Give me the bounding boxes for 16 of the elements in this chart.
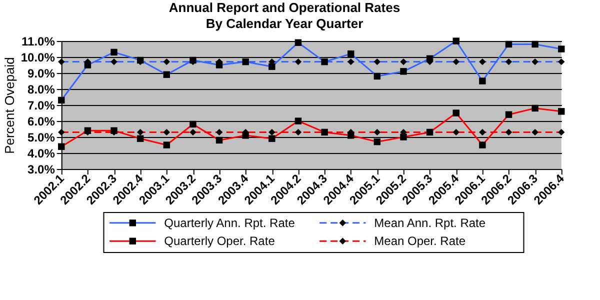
- y-tick-label: 8.0%: [28, 82, 56, 96]
- legend-label: Quarterly Ann. Rpt. Rate: [164, 216, 296, 230]
- y-axis-title: Percent Ovepaid: [2, 57, 17, 154]
- y-tick-label: 6.0%: [28, 114, 56, 128]
- legend-label: Mean Oper. Rate: [374, 234, 466, 248]
- y-tick-label: 3.0%: [28, 162, 56, 176]
- legend-label: Quarterly Oper. Rate: [164, 234, 276, 248]
- y-tick-label: 10.0%: [20, 50, 56, 64]
- y-tick-label: 11.0%: [22, 34, 56, 48]
- legend-label: Mean Ann. Rpt. Rate: [374, 216, 486, 230]
- y-tick-label: 7.0%: [28, 98, 56, 112]
- y-tick-label: 9.0%: [28, 66, 56, 80]
- y-tick-label: 5.0%: [28, 130, 56, 144]
- chart-title: Annual Report and Operational Rates: [168, 0, 400, 15]
- chart-subtitle: By Calendar Year Quarter: [206, 16, 364, 31]
- y-tick-label: 4.0%: [28, 146, 56, 160]
